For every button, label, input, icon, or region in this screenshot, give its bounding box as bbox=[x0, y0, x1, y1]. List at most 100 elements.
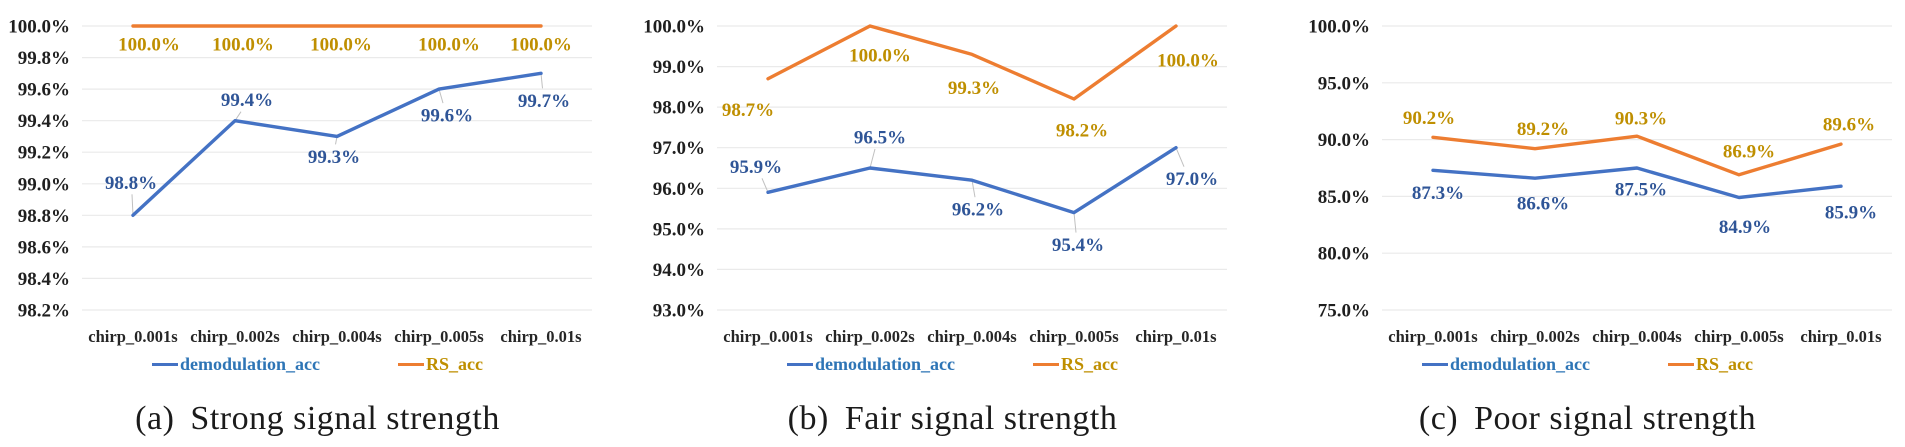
legend-label: demodulation_acc bbox=[179, 353, 320, 374]
chart-caption: (b) Fair signal strength bbox=[635, 400, 1270, 438]
data-label: 95.9% bbox=[730, 157, 782, 178]
series-line-demodulation_acc bbox=[766, 145, 1178, 215]
data-label: 95.4% bbox=[1052, 235, 1104, 256]
caption-marker: (a) bbox=[135, 400, 175, 437]
data-label: 87.5% bbox=[1615, 180, 1667, 201]
x-tick-label: chirp_0.001s bbox=[88, 327, 178, 346]
y-tick-label: 90.0% bbox=[1318, 130, 1370, 151]
legend-line-swatch-blue bbox=[1421, 362, 1448, 366]
data-label: 100.0% bbox=[1157, 51, 1219, 72]
data-label: 85.9% bbox=[1825, 203, 1877, 224]
line-chart-poor-signal: 100.0% 95.0% 90.0% 85.0% 80.0% 75.0% chirp_0.0… bbox=[1308, 17, 1892, 346]
y-tick-label: 100.0% bbox=[643, 17, 705, 38]
label-leader-line bbox=[438, 88, 444, 104]
caption-marker: (b) bbox=[787, 400, 829, 437]
chart-legend: demodulation_acc RS_acc bbox=[1270, 352, 1905, 376]
label-leader-line bbox=[1175, 147, 1185, 167]
y-tick-label: 100.0% bbox=[8, 17, 70, 38]
y-tick-label: 95.0% bbox=[1318, 73, 1370, 94]
y-tick-label: 75.0% bbox=[1318, 301, 1370, 322]
y-tick-label: 95.0% bbox=[653, 219, 705, 240]
legend-label: RS_acc bbox=[1696, 353, 1753, 374]
label-leader-line bbox=[761, 178, 769, 193]
data-label: 99.4% bbox=[221, 90, 273, 111]
chart-caption: (c) Poor signal strength bbox=[1270, 400, 1905, 438]
data-label: 86.9% bbox=[1723, 141, 1775, 162]
label-leader-line bbox=[1073, 212, 1077, 233]
legend-label: demodulation_acc bbox=[1449, 353, 1590, 374]
legend-line-swatch-orange bbox=[1033, 362, 1059, 366]
data-label: 96.2% bbox=[952, 200, 1004, 221]
y-tick-label: 85.0% bbox=[1318, 187, 1370, 208]
x-tick-label: chirp_0.01s bbox=[1135, 327, 1217, 346]
y-tick-label: 94.0% bbox=[653, 260, 705, 281]
data-label: 97.0% bbox=[1166, 169, 1218, 190]
series-line-demodulation_acc bbox=[131, 71, 543, 218]
data-label: 87.3% bbox=[1412, 183, 1464, 204]
data-label: 99.7% bbox=[518, 91, 570, 112]
label-leader-line bbox=[971, 180, 976, 198]
chart-strong-signal: 100.0% 99.8% 99.6% 99.4% 99.2% 99.0% 98.8% 98.6… bbox=[0, 0, 635, 447]
y-tick-label: 99.0% bbox=[653, 57, 705, 78]
data-label: 90.2% bbox=[1403, 108, 1455, 129]
legend-label: RS_acc bbox=[1061, 353, 1118, 374]
y-tick-label: 80.0% bbox=[1318, 244, 1370, 265]
x-tick-label: chirp_0.004s bbox=[927, 327, 1017, 346]
data-label: 100.0% bbox=[849, 46, 911, 67]
data-label: 100.0% bbox=[510, 35, 572, 56]
series-line-RS_acc bbox=[1431, 134, 1843, 177]
data-label: 84.9% bbox=[1719, 217, 1771, 238]
data-label: 100.0% bbox=[418, 35, 480, 56]
series-line-demodulation_acc bbox=[1431, 166, 1843, 200]
x-tick-label: chirp_0.002s bbox=[1490, 327, 1580, 346]
line-chart-fair-signal: 100.0% 99.0% 98.0% 97.0% 96.0% 95.0% 94.0% 93.0… bbox=[643, 17, 1227, 346]
x-tick-label: chirp_0.001s bbox=[1388, 327, 1478, 346]
y-tick-label: 96.0% bbox=[653, 179, 705, 200]
x-tick-label: chirp_0.002s bbox=[190, 327, 280, 346]
legend-item-demodulation-acc: demodulation_acc bbox=[786, 354, 955, 375]
data-label: 98.8% bbox=[105, 173, 157, 194]
legend-item-rs-acc: RS_acc bbox=[398, 354, 483, 375]
data-label: 98.2% bbox=[1056, 121, 1108, 142]
x-tick-label: chirp_0.005s bbox=[394, 327, 484, 346]
chart-caption: (a) Strong signal strength bbox=[0, 400, 635, 438]
y-tick-label: 98.4% bbox=[18, 269, 70, 290]
series-line-RS_acc bbox=[766, 24, 1178, 101]
y-tick-label: 98.6% bbox=[18, 237, 70, 258]
legend-line-swatch-blue bbox=[151, 362, 178, 366]
label-leader-line bbox=[540, 73, 543, 89]
legend-line-swatch-orange bbox=[398, 362, 424, 366]
chart-poor-signal: 100.0% 95.0% 90.0% 85.0% 80.0% 75.0% chirp_0.0… bbox=[1270, 0, 1905, 447]
data-label: 100.0% bbox=[118, 35, 180, 56]
y-tick-label: 99.8% bbox=[18, 48, 70, 69]
data-label: 96.5% bbox=[854, 128, 906, 149]
y-tick-label: 100.0% bbox=[1308, 17, 1370, 38]
data-label: 100.0% bbox=[212, 35, 274, 56]
legend-label: RS_acc bbox=[426, 353, 483, 374]
y-tick-label: 99.2% bbox=[18, 143, 70, 164]
x-tick-label: chirp_0.005s bbox=[1694, 327, 1784, 346]
y-tick-label: 98.8% bbox=[18, 206, 70, 227]
y-tick-label: 98.0% bbox=[653, 98, 705, 119]
y-tick-label: 99.4% bbox=[18, 111, 70, 132]
y-tick-label: 99.6% bbox=[18, 80, 70, 101]
x-tick-label: chirp_0.001s bbox=[723, 327, 813, 346]
data-label: 99.3% bbox=[948, 78, 1000, 99]
data-label: 98.7% bbox=[722, 100, 774, 121]
data-label: 100.0% bbox=[310, 35, 372, 56]
chart-fair-signal: 100.0% 99.0% 98.0% 97.0% 96.0% 95.0% 94.0% 93.0… bbox=[635, 0, 1270, 447]
x-tick-label: chirp_0.01s bbox=[1800, 327, 1882, 346]
y-tick-label: 98.2% bbox=[18, 301, 70, 322]
x-tick-label: chirp_0.01s bbox=[500, 327, 582, 346]
caption-text: Poor signal strength bbox=[1474, 400, 1757, 437]
legend-item-demodulation-acc: demodulation_acc bbox=[151, 353, 320, 375]
data-label: 90.3% bbox=[1615, 109, 1667, 130]
label-leader-line bbox=[131, 194, 134, 216]
legend-item-rs-acc: RS_acc bbox=[1668, 354, 1753, 375]
chart-legend: demodulation_acc RS_acc bbox=[635, 352, 1270, 376]
x-tick-label: chirp_0.004s bbox=[292, 327, 382, 346]
x-tick-label: chirp_0.005s bbox=[1029, 327, 1119, 346]
label-leader-line bbox=[869, 148, 876, 169]
caption-text: Strong signal strength bbox=[190, 400, 500, 437]
data-label: 99.6% bbox=[421, 106, 473, 127]
